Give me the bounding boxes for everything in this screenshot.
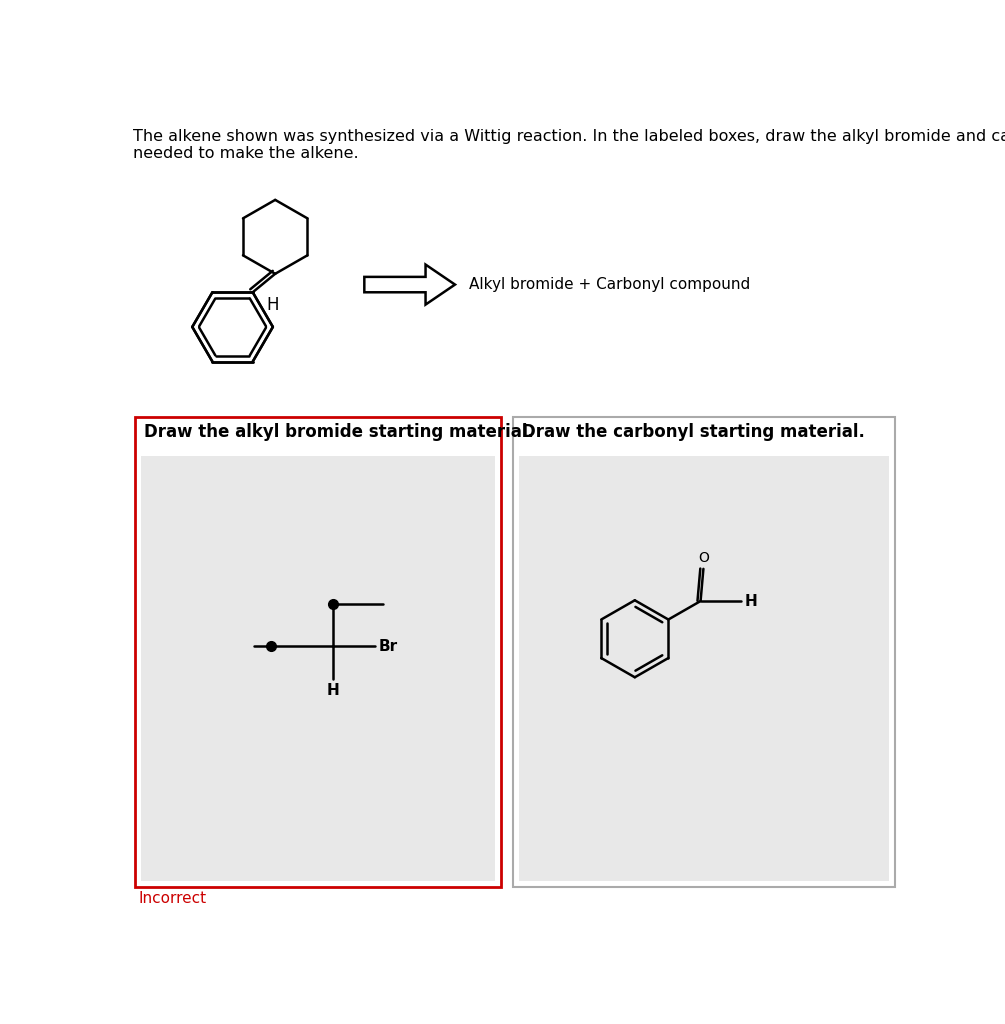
Text: Draw the carbonyl starting material.: Draw the carbonyl starting material. bbox=[523, 423, 865, 441]
Text: Alkyl bromide + Carbonyl compound: Alkyl bromide + Carbonyl compound bbox=[469, 278, 750, 292]
Text: needed to make the alkene.: needed to make the alkene. bbox=[134, 146, 359, 161]
Text: H: H bbox=[745, 594, 758, 608]
Text: The alkene shown was synthesized via a Wittig reaction. In the labeled boxes, dr: The alkene shown was synthesized via a W… bbox=[134, 129, 1005, 144]
Bar bbox=[135, 417, 500, 887]
Text: H: H bbox=[266, 296, 278, 314]
Bar bbox=[520, 456, 889, 881]
Text: Draw the alkyl bromide starting material.: Draw the alkyl bromide starting material… bbox=[145, 423, 534, 441]
Bar bbox=[141, 456, 494, 881]
Bar bbox=[514, 417, 895, 887]
Text: Incorrect: Incorrect bbox=[139, 891, 207, 906]
Text: Br: Br bbox=[378, 639, 397, 654]
Polygon shape bbox=[365, 264, 455, 304]
Text: O: O bbox=[698, 551, 710, 565]
Text: H: H bbox=[327, 683, 339, 697]
